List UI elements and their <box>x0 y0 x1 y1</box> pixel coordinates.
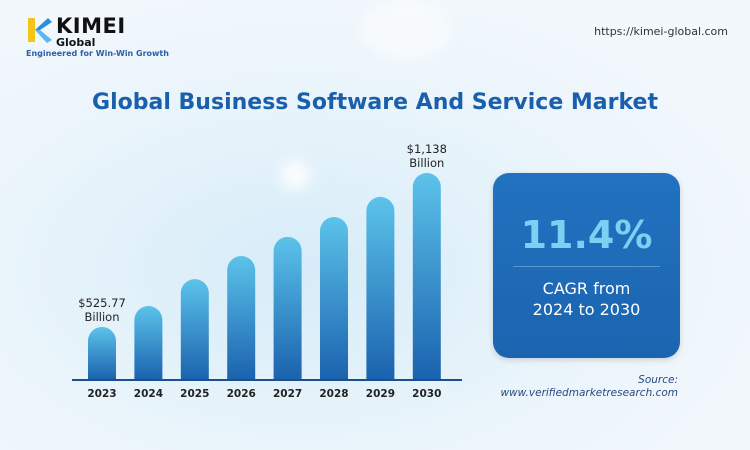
brand-tagline: Engineered for Win-Win Growth <box>26 49 169 58</box>
cagr-card: 11.4% CAGR from 2024 to 2030 <box>493 173 680 358</box>
data-label: Billion <box>85 310 120 324</box>
x-tick-label: 2027 <box>273 388 302 400</box>
source-label: Source: <box>638 374 678 386</box>
data-label: $525.77 <box>78 296 126 310</box>
bar-2028 <box>320 217 348 380</box>
x-tick-label: 2029 <box>366 388 395 400</box>
website-url[interactable]: https://kimei-global.com <box>594 25 728 38</box>
source-note: Source: www.verifiedmarketresearch.com <box>500 374 678 400</box>
x-tick-label: 2025 <box>180 388 209 400</box>
brand-logo: KIMEI Global Engineered for Win-Win Grow… <box>26 14 216 61</box>
brand-name: KIMEI <box>56 14 126 38</box>
x-tick-label: 2026 <box>227 388 256 400</box>
divider <box>513 266 660 267</box>
data-label: $1,138 <box>407 142 447 156</box>
x-tick-label: 2024 <box>134 388 163 400</box>
bokeh-light <box>360 0 450 60</box>
cagr-value: 11.4% <box>520 213 653 257</box>
x-tick-label: 2023 <box>87 388 116 400</box>
kimei-logo-icon <box>28 18 52 43</box>
cagr-line2: 2024 to 2030 <box>532 300 641 319</box>
brand-sub: Global <box>56 36 96 49</box>
x-tick-label: 2030 <box>412 388 441 400</box>
bar-2024 <box>134 306 163 380</box>
data-label: Billion <box>409 156 444 170</box>
cagr-caption: CAGR from 2024 to 2030 <box>493 278 680 320</box>
bar-2026 <box>227 256 256 380</box>
bar-2027 <box>273 236 302 380</box>
cagr-line1: CAGR from <box>542 279 631 298</box>
source-site[interactable]: www.verifiedmarketresearch.com <box>500 387 678 399</box>
bokeh-light <box>280 160 310 190</box>
page-title: Global Business Software And Service Mar… <box>92 90 658 115</box>
bar-2025 <box>180 279 209 380</box>
bar-2029 <box>366 196 395 380</box>
bar-2023 <box>88 326 116 380</box>
bar-2030 <box>412 173 441 380</box>
x-tick-label: 2028 <box>319 388 348 400</box>
